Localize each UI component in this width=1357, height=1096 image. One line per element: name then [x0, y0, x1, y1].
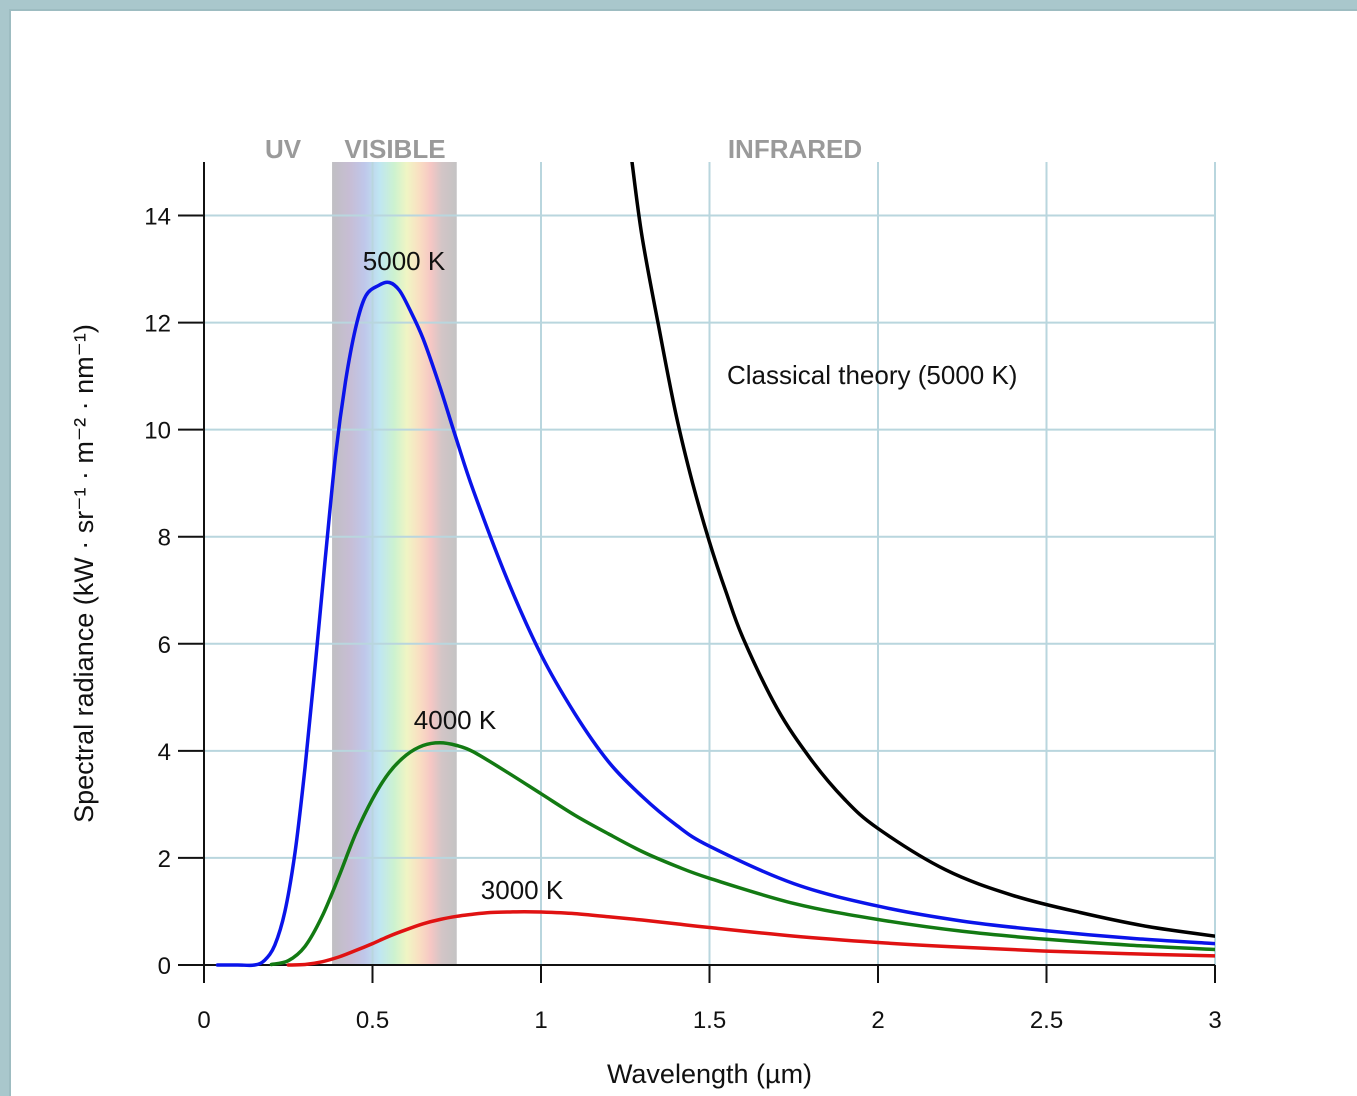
series-labels: 5000 K 4000 K 3000 K Classical theory (5000… [363, 246, 1018, 905]
x-tick-label: 3 [1208, 1007, 1221, 1034]
region-labels: UV VISIBLE INFRARED [265, 134, 862, 164]
region-label-visible: VISIBLE [344, 134, 445, 164]
y-tick-label: 12 [144, 311, 171, 338]
y-tick-label: 14 [144, 204, 171, 231]
y-tick-label: 8 [158, 525, 171, 552]
series-line-classical-theory-5000-k [630, 162, 1215, 938]
y-tick-label: 6 [158, 632, 171, 659]
x-tick-label: 0 [197, 1007, 210, 1034]
series-line-3000-k [286, 909, 1215, 967]
region-label-infrared: INFRARED [728, 134, 862, 164]
series-label: 5000 K [363, 246, 446, 276]
tick-marks: 0 0.5 1 1.5 2 2.5 3 0 2 4 6 8 10 12 14 [144, 204, 1221, 1034]
x-tick-label: 0.5 [356, 1007, 389, 1034]
x-tick-label: 1 [534, 1007, 547, 1034]
blackbody-radiation-chart: 0 0.5 1 1.5 2 2.5 3 0 2 4 6 8 10 12 14 UV VISIBLE INFRAR… [69, 134, 1222, 1089]
series-lines [215, 162, 1215, 968]
series-label: Classical theory (5000 K) [727, 360, 1017, 390]
y-tick-label: 4 [158, 739, 171, 766]
y-tick-label: 0 [158, 953, 171, 980]
x-tick-label: 1.5 [693, 1007, 726, 1034]
series-label: 3000 K [481, 875, 564, 905]
visible-spectrum-band [332, 162, 457, 965]
x-tick-label: 2 [871, 1007, 884, 1034]
chart-frame: 0 0.5 1 1.5 2 2.5 3 0 2 4 6 8 10 12 14 UV VISIBLE INFRAR… [9, 9, 1357, 1096]
y-tick-label: 10 [144, 418, 171, 445]
y-tick-label: 2 [158, 846, 171, 873]
series-line-5000-k [215, 280, 1215, 968]
region-label-uv: UV [265, 134, 302, 164]
series-label: 4000 K [414, 705, 497, 735]
series-line-4000-k [269, 741, 1215, 967]
x-axis-title: Wavelength (µm) [607, 1059, 812, 1089]
x-tick-label: 2.5 [1030, 1007, 1063, 1034]
y-axis-title: Spectral radiance (kW · sr⁻¹ · m⁻² · nm⁻… [69, 324, 99, 823]
